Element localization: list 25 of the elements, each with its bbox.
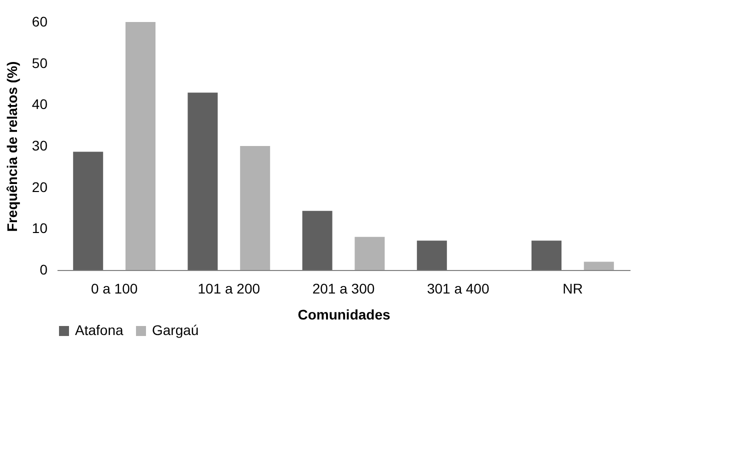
- y-tick-label: 20: [32, 178, 48, 195]
- bar: [188, 92, 218, 270]
- bar: [354, 236, 385, 270]
- x-tick-label: 0 a 100: [90, 280, 138, 296]
- y-tick-label: 60: [32, 14, 48, 30]
- x-tick-label: 201 a 300: [312, 280, 375, 296]
- bar: [416, 240, 447, 270]
- y-tick-label: 10: [32, 220, 48, 236]
- legend-label: Gargaú: [152, 322, 199, 338]
- x-tick-label: NR: [562, 280, 583, 296]
- x-tick-label: 101 a 200: [198, 280, 260, 296]
- y-tick-label: 30: [32, 138, 48, 154]
- bar: [532, 240, 562, 270]
- legend-label: Atafona: [75, 322, 124, 338]
- x-tick-label: 301 a 400: [426, 280, 490, 296]
- bar: [240, 146, 270, 270]
- y-axis-title: Frequência de relatos (%): [4, 61, 20, 232]
- bar: [125, 22, 156, 270]
- x-axis-title: Comunidades: [298, 306, 390, 322]
- y-tick-label: 50: [32, 54, 48, 71]
- bar: [73, 152, 104, 270]
- y-tick-label: 0: [40, 262, 48, 278]
- bar: [302, 210, 332, 270]
- y-tick-label: 40: [32, 96, 48, 112]
- bar: [584, 262, 614, 270]
